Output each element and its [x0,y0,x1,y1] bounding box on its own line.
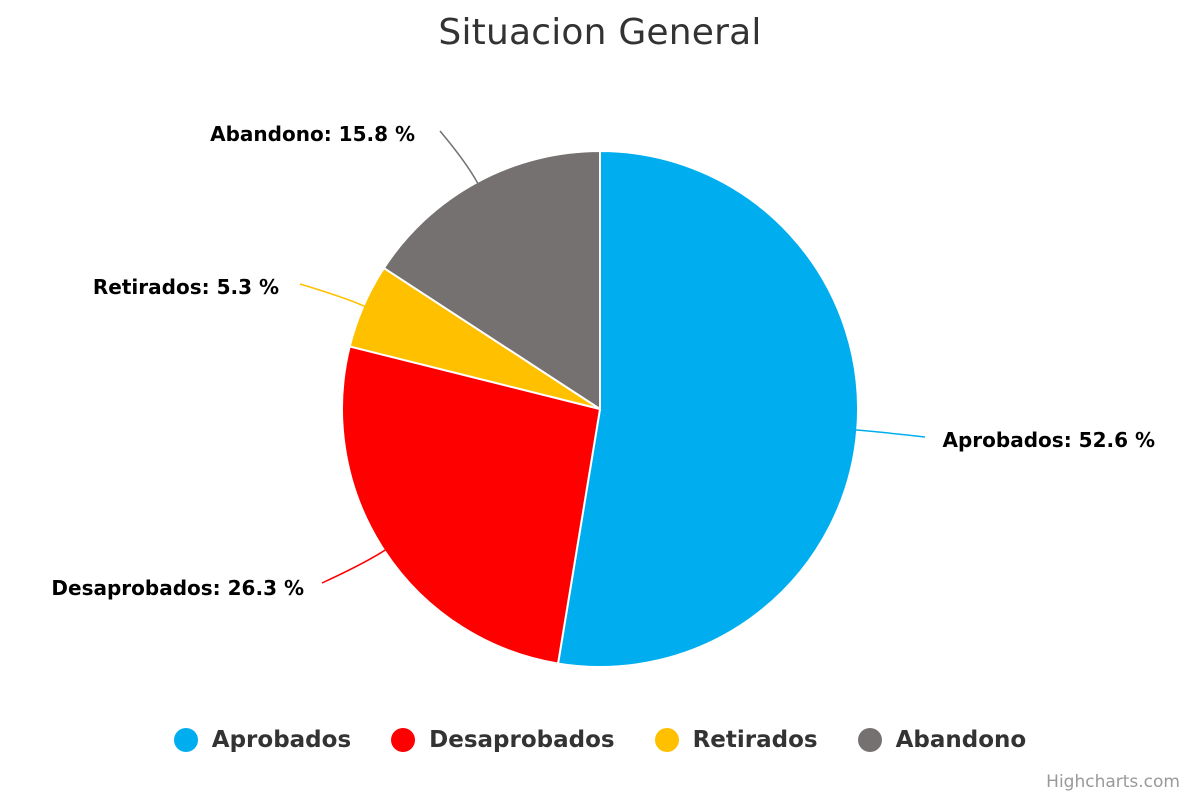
legend-symbol-retirados [654,728,679,752]
legend-symbol-aprobados [173,728,198,752]
pie-slices [341,150,859,668]
data-label-abandono: Abandono: 15.8 % [210,122,415,146]
legend-label-aprobados: Aprobados [211,727,352,753]
legend-label-abandono: Abandono [895,727,1027,753]
legend-item-desaprobados[interactable]: Desaprobados [391,727,615,753]
data-label-desaprobados: Desaprobados: 26.3 % [51,576,304,600]
credits-link[interactable]: Highcharts.com [1046,772,1180,792]
data-label-aprobados: Aprobados: 52.6 % [943,428,1155,452]
data-labels: Aprobados: 52.6 % Desaprobados: 26.3 % Ret… [51,122,1155,600]
connector-retirados [299,283,366,308]
legend-label-desaprobados: Desaprobados [429,727,615,753]
pie-slice-aprobados[interactable] [557,150,859,668]
connector-aprobados [855,429,926,438]
legend: Aprobados Desaprobados Retirados Abandono [0,722,1200,758]
legend-item-retirados[interactable]: Retirados [654,727,818,753]
chart-title: Situacion General [438,12,762,53]
data-label-retirados: Retirados: 5.3 % [93,275,279,299]
legend-symbol-desaprobados [391,728,416,752]
label-connectors [299,130,926,584]
connector-desaprobados [321,548,387,584]
legend-item-aprobados[interactable]: Aprobados [173,727,352,753]
legend-label-retirados: Retirados [692,727,818,753]
connector-abandono [439,130,479,185]
legend-item-abandono[interactable]: Abandono [857,727,1027,753]
legend-symbol-abandono [857,728,882,752]
